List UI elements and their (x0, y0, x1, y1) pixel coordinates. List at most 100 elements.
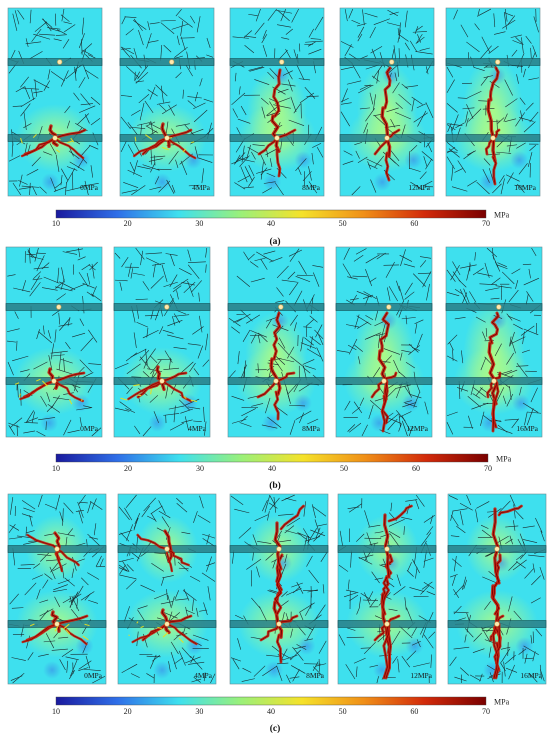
natural-fracture (41, 18, 53, 28)
natural-fracture (287, 271, 296, 280)
natural-fracture (408, 426, 413, 437)
natural-fracture (81, 17, 85, 35)
natural-fracture (416, 36, 425, 44)
hydraulic-fracture-core (487, 380, 495, 398)
natural-fracture (161, 577, 165, 586)
natural-fracture (137, 65, 149, 80)
natural-fracture (248, 164, 255, 177)
natural-fracture (49, 143, 57, 155)
natural-fracture (469, 674, 481, 682)
natural-fracture (153, 155, 156, 166)
natural-fracture (267, 416, 282, 428)
natural-fracture (350, 298, 359, 301)
natural-fracture (68, 150, 80, 160)
natural-fracture (405, 361, 416, 369)
natural-fracture (23, 112, 27, 131)
hydraulic-fracture-core (274, 522, 282, 570)
natural-fracture (450, 514, 459, 527)
natural-fracture (404, 10, 408, 28)
natural-fracture (260, 167, 268, 176)
natural-fracture (188, 261, 206, 264)
natural-fracture (178, 399, 190, 411)
natural-fracture (300, 342, 317, 349)
natural-fracture (241, 678, 255, 682)
natural-fracture (313, 272, 320, 287)
natural-fracture (312, 265, 324, 268)
natural-fracture (398, 285, 405, 302)
natural-fracture (269, 257, 283, 263)
natural-fracture (203, 98, 214, 103)
natural-fracture (509, 336, 512, 347)
natural-fracture (118, 564, 129, 572)
natural-fracture (411, 640, 421, 646)
simulation-panel-b-1: 0MPa (5, 246, 103, 438)
low-stress-spot (41, 173, 60, 191)
natural-fracture (399, 22, 401, 35)
natural-fracture (193, 420, 202, 422)
natural-fracture (53, 38, 62, 41)
colorbar-tick-label: 60 (410, 219, 418, 228)
natural-fracture (233, 318, 243, 323)
simulation-panel-c-4: 12MPa (337, 493, 437, 685)
natural-fracture (183, 281, 196, 294)
natural-fracture (315, 527, 321, 538)
natural-fracture (199, 495, 204, 509)
natural-fracture (65, 69, 77, 80)
natural-fracture (147, 515, 156, 521)
natural-fracture (298, 533, 307, 540)
natural-fracture (466, 41, 480, 53)
natural-fracture (265, 397, 271, 414)
natural-fracture (80, 337, 94, 352)
hydraulic-fracture-core (260, 623, 280, 641)
natural-fracture (303, 326, 312, 328)
activated-fracture (36, 378, 41, 382)
natural-fracture (159, 326, 164, 334)
natural-fracture (24, 582, 37, 596)
natural-fracture (284, 525, 295, 534)
hydraulic-fracture-core (371, 380, 385, 398)
hydraulic-fracture-core (22, 623, 58, 643)
natural-fracture (267, 8, 277, 21)
natural-fracture (480, 75, 489, 86)
natural-fracture (250, 277, 265, 283)
natural-fracture (423, 514, 435, 523)
natural-fracture (49, 566, 56, 580)
natural-fracture (50, 28, 60, 32)
hydraulic-fracture-core (137, 534, 168, 550)
hydraulic-fracture-core (488, 342, 498, 405)
natural-fracture (252, 534, 258, 547)
natural-fracture (257, 334, 261, 344)
natural-fracture (386, 22, 401, 27)
natural-fracture (507, 315, 521, 322)
natural-fracture (156, 101, 171, 105)
natural-fracture (20, 369, 30, 373)
natural-fracture (420, 532, 432, 547)
natural-fracture (525, 35, 532, 44)
natural-fracture (90, 293, 102, 301)
natural-fracture (351, 19, 361, 25)
natural-fracture (181, 531, 191, 535)
natural-fracture (519, 97, 526, 105)
natural-fracture (126, 363, 141, 375)
natural-fracture (262, 29, 267, 39)
natural-fracture (374, 321, 384, 327)
perforation-point (386, 304, 392, 310)
natural-fracture (258, 332, 268, 343)
natural-fracture (512, 559, 527, 571)
natural-fracture (430, 515, 434, 524)
natural-fracture (496, 264, 508, 270)
natural-fracture (454, 288, 463, 295)
natural-fracture (401, 656, 410, 668)
natural-fracture (482, 576, 498, 584)
natural-fracture (406, 650, 417, 661)
natural-fracture (25, 526, 27, 536)
natural-fracture (187, 264, 200, 279)
hydraulic-fracture-core (274, 568, 282, 615)
natural-fracture (154, 552, 167, 555)
perforation-point (164, 621, 170, 627)
natural-fracture (121, 47, 135, 55)
natural-fracture (419, 47, 430, 51)
natural-fracture (358, 356, 361, 365)
natural-fracture (54, 596, 61, 608)
